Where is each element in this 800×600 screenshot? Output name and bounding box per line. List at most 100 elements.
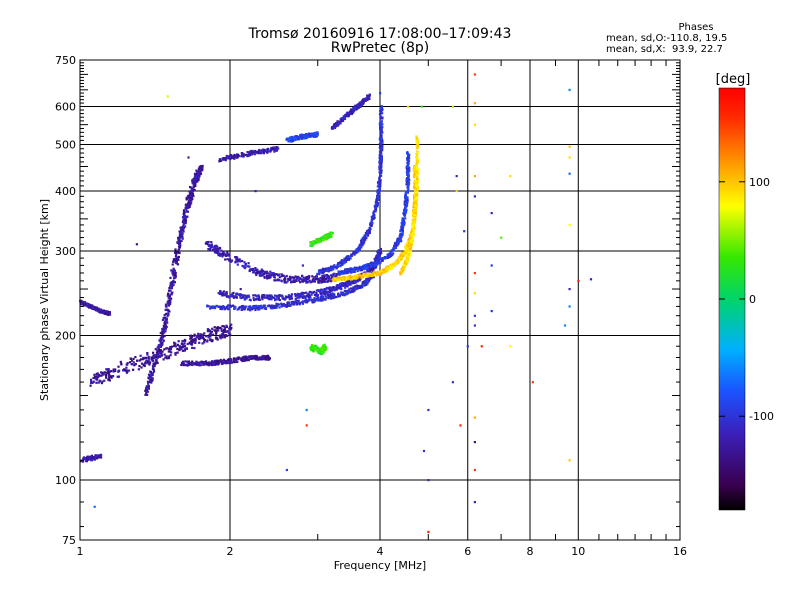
data-point: [358, 246, 361, 249]
data-point: [263, 304, 266, 307]
data-point: [375, 202, 378, 205]
data-point: [150, 376, 153, 379]
data-point: [172, 268, 175, 271]
data-point: [257, 305, 260, 308]
data-point: [372, 211, 375, 214]
data-point: [248, 151, 251, 154]
data-point: [313, 133, 316, 136]
data-point: [212, 306, 215, 309]
data-point: [392, 262, 395, 265]
data-point: [335, 278, 338, 281]
data-point: [271, 147, 274, 151]
data-point: [259, 356, 262, 359]
data-point: [404, 195, 407, 199]
data-point: [171, 263, 174, 266]
data-point: [407, 183, 410, 186]
data-point: [363, 264, 366, 267]
data-point: [209, 331, 212, 334]
data-point: [191, 338, 194, 341]
data-point: [200, 169, 203, 172]
data-point: [249, 268, 252, 271]
data-point: [296, 135, 299, 138]
data-point: [377, 183, 380, 187]
data-point: [164, 320, 167, 323]
data-point: [202, 362, 205, 365]
data-point: [159, 345, 162, 348]
data-point: [249, 355, 252, 358]
data-point: [163, 348, 166, 351]
data-point: [271, 272, 274, 275]
data-point: [321, 279, 324, 282]
data-point: [401, 228, 404, 231]
data-point: [313, 278, 316, 282]
data-point: [174, 352, 177, 355]
data-point: [150, 374, 153, 377]
data-point: [249, 309, 252, 312]
data-point: [210, 245, 213, 248]
data-point: [190, 342, 193, 345]
data-point: [361, 243, 364, 246]
data-point: [403, 200, 406, 203]
data-point: [259, 304, 263, 307]
data-point: [252, 305, 255, 308]
data-point: [332, 296, 335, 299]
data-point: [208, 333, 211, 336]
data-point: [161, 328, 164, 331]
data-point: [385, 256, 388, 259]
data-point: [298, 277, 301, 280]
data-point: [267, 304, 270, 307]
data-point: [311, 275, 314, 278]
data-point: [145, 388, 148, 391]
data-point: [358, 279, 361, 282]
data-point: [379, 156, 383, 159]
data-point: [355, 284, 358, 287]
data-point: [317, 281, 320, 284]
data-point: [378, 253, 381, 256]
data-point: [134, 356, 137, 359]
data-point: [182, 228, 185, 231]
data-point: [179, 243, 182, 246]
data-point: [239, 294, 242, 297]
data-point: [218, 360, 221, 363]
data-point: [147, 382, 150, 385]
data-point: [294, 295, 297, 298]
data-point: [219, 337, 222, 340]
data-point: [354, 277, 357, 280]
data-point: [275, 149, 279, 152]
data-point: [374, 257, 377, 261]
data-point: [144, 362, 147, 365]
data-point: [402, 218, 405, 222]
data-point: [190, 202, 193, 205]
data-point: [100, 371, 103, 374]
data-point: [250, 153, 253, 156]
data-point: [301, 291, 304, 294]
data-point: [183, 222, 186, 225]
data-point: [127, 369, 131, 372]
data-point: [92, 376, 95, 379]
data-point: [258, 297, 261, 300]
data-point: [358, 286, 361, 289]
data-point: [336, 284, 339, 287]
data-point: [129, 357, 132, 360]
data-point: [359, 105, 362, 108]
data-point: [401, 252, 404, 255]
data-point: [295, 299, 298, 303]
data-point: [364, 99, 368, 102]
data-point: [405, 197, 408, 200]
data-point: [169, 284, 172, 287]
data-point: [181, 340, 184, 343]
data-point: [260, 268, 263, 271]
data-point: [234, 256, 237, 259]
data-point: [328, 289, 331, 292]
data-point: [217, 292, 220, 295]
data-point: [399, 270, 402, 274]
data-point: [269, 270, 272, 273]
data-point: [156, 356, 159, 359]
data-point: [309, 244, 312, 247]
data-point: [290, 302, 293, 305]
data-point: [149, 371, 152, 374]
data-point: [404, 258, 407, 261]
data-point: [315, 292, 318, 295]
data-point: [398, 238, 401, 241]
data-point: [407, 162, 410, 166]
